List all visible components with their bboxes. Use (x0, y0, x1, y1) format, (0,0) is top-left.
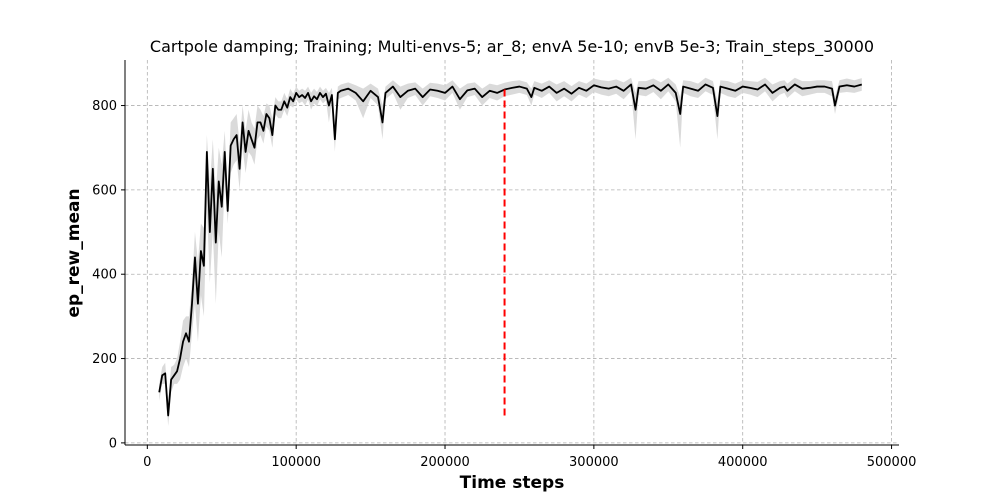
y-tick-label: 800 (92, 99, 117, 114)
x-tick-label: 500000 (867, 455, 917, 470)
x-ticks: 0 100000 200000 300000 400000 500000 (143, 445, 916, 470)
axes (124, 60, 899, 446)
y-tick-label: 200 (92, 352, 117, 367)
x-tick-label: 400000 (718, 455, 768, 470)
x-tick-label: 100000 (271, 455, 321, 470)
x-tick-label: 0 (143, 455, 151, 470)
y-axis-title: ep_rew_mean (64, 188, 84, 317)
x-axis-title: Time steps (460, 473, 565, 493)
y-tick-label: 400 (92, 268, 117, 283)
y-ticks: 0 200 400 600 800 (92, 99, 125, 451)
grid-lines (125, 60, 899, 445)
series-line-layer (158, 83, 863, 417)
x-tick-label: 200000 (420, 455, 470, 470)
chart-title: Cartpole damping; Training; Multi-envs-5… (150, 37, 874, 57)
std-band-layer (159, 77, 862, 427)
series-line-0 (158, 83, 863, 417)
y-tick-label: 0 (109, 436, 117, 451)
x-tick-label: 300000 (569, 455, 619, 470)
std-band-0 (159, 77, 862, 427)
y-tick-label: 600 (92, 183, 117, 198)
